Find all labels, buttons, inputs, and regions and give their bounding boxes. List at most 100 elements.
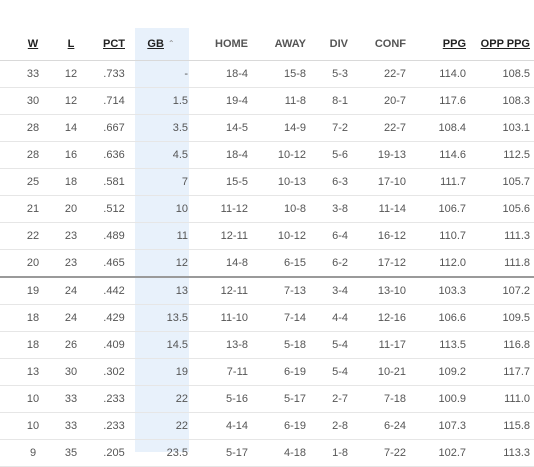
wins-cell: 28: [18, 114, 48, 142]
table-row: 28 14.667 3.5 14-5 14-9 7-2 22-7 108.4 103.1: [0, 114, 534, 142]
gb-cell: 12: [134, 249, 188, 278]
opp-ppg-cell: 108.3: [466, 87, 534, 115]
wins-cell: 13: [18, 358, 48, 386]
table-row: 13 30.302 19 7-11 6-19 5-4 10-21 109.2 117.7: [0, 358, 534, 386]
gb-column-header[interactable]: GB ⌃: [134, 28, 188, 61]
opp-ppg-column-header[interactable]: OPP PPG: [466, 28, 534, 61]
opp-ppg-cell: 105.7: [466, 168, 534, 196]
ppg-cell: 110.7: [406, 222, 466, 250]
pct-cell: .302: [94, 358, 134, 386]
l-column-header[interactable]: L: [48, 28, 94, 61]
div-record-cell: 1-8: [306, 439, 348, 467]
opp-ppg-cell: 111.8: [466, 249, 534, 278]
table-row: 25 18.581 7 15-5 10-13 6-3 17-10 111.7 105.7: [0, 168, 534, 196]
gb-cell: 11: [134, 222, 188, 250]
home-record-cell: 12-11: [188, 222, 248, 250]
ppg-cell: 102.7: [406, 439, 466, 467]
losses-cell: 26: [48, 331, 94, 359]
opp-ppg-cell: 116.8: [466, 331, 534, 359]
row-spacer: [0, 168, 18, 196]
table-row: 9 35.205 23.5 5-17 4-18 1-8 7-22 102.7 113.3: [0, 439, 534, 467]
div-record-cell: 6-3: [306, 168, 348, 196]
gb-cell: 1.5: [134, 87, 188, 115]
spacer-header: [0, 28, 18, 61]
home-record-cell: 7-11: [188, 358, 248, 386]
home-record-cell: 13-8: [188, 331, 248, 359]
home-record-cell: 4-14: [188, 412, 248, 440]
opp-ppg-cell: 109.5: [466, 304, 534, 332]
away-record-cell: 5-18: [248, 331, 306, 359]
row-spacer: [0, 249, 18, 278]
ppg-cell: 112.0: [406, 249, 466, 278]
ppg-cell: 109.2: [406, 358, 466, 386]
wins-cell: 19: [18, 277, 48, 305]
table-row: 21 20.512 10 11-12 10-8 3-8 11-14 106.7 105.6: [0, 195, 534, 223]
pct-cell: .667: [94, 114, 134, 142]
conf-record-cell: 17-12: [348, 249, 406, 278]
conf-record-cell: 16-12: [348, 222, 406, 250]
losses-cell: 16: [48, 141, 94, 169]
opp-ppg-cell: 111.3: [466, 222, 534, 250]
away-record-cell: 7-14: [248, 304, 306, 332]
conf-record-cell: 22-7: [348, 60, 406, 88]
ppg-cell: 108.4: [406, 114, 466, 142]
losses-cell: 14: [48, 114, 94, 142]
row-spacer: [0, 385, 18, 413]
standings-body: 33 12.733-18-4 15-8 5-3 22-7 114.0 108.5 30 12.7…: [0, 60, 534, 467]
row-spacer: [0, 60, 18, 88]
row-spacer: [0, 114, 18, 142]
away-record-cell: 10-12: [248, 222, 306, 250]
home-column-header: HOME: [188, 28, 248, 61]
away-record-cell: 6-19: [248, 358, 306, 386]
away-column-header: AWAY: [248, 28, 306, 61]
pct-cell: .233: [94, 412, 134, 440]
away-record-cell: 10-12: [248, 141, 306, 169]
row-spacer: [0, 439, 18, 467]
away-record-cell: 11-8: [248, 87, 306, 115]
losses-cell: 20: [48, 195, 94, 223]
home-record-cell: 11-10: [188, 304, 248, 332]
table-row: 18 24.429 13.5 11-10 7-14 4-4 12-16 106.6 109.5: [0, 304, 534, 332]
pct-cell: .205: [94, 439, 134, 467]
losses-cell: 35: [48, 439, 94, 467]
gb-cell: 13: [134, 277, 188, 305]
conf-record-cell: 17-10: [348, 168, 406, 196]
conf-record-cell: 20-7: [348, 87, 406, 115]
opp-ppg-cell: 115.8: [466, 412, 534, 440]
away-record-cell: 10-13: [248, 168, 306, 196]
div-record-cell: 3-8: [306, 195, 348, 223]
losses-cell: 23: [48, 249, 94, 278]
pct-cell: .233: [94, 385, 134, 413]
div-record-cell: 6-4: [306, 222, 348, 250]
gb-cell: 7: [134, 168, 188, 196]
div-record-cell: 3-4: [306, 277, 348, 305]
losses-cell: 18: [48, 168, 94, 196]
away-record-cell: 7-13: [248, 277, 306, 305]
row-spacer: [0, 195, 18, 223]
gb-cell: 10: [134, 195, 188, 223]
w-column-header[interactable]: W: [18, 28, 48, 61]
pct-column-header[interactable]: PCT: [94, 28, 134, 61]
wins-cell: 10: [18, 385, 48, 413]
ppg-column-header[interactable]: PPG: [406, 28, 466, 61]
wins-cell: 18: [18, 304, 48, 332]
losses-cell: 24: [48, 277, 94, 305]
div-record-cell: 5-3: [306, 60, 348, 88]
opp-ppg-cell: 107.2: [466, 277, 534, 305]
row-spacer: [0, 304, 18, 332]
gb-column-label: GB: [147, 38, 164, 50]
gb-cell: 14.5: [134, 331, 188, 359]
pct-cell: .442: [94, 277, 134, 305]
losses-cell: 24: [48, 304, 94, 332]
gb-cell: 22: [134, 385, 188, 413]
ppg-cell: 111.7: [406, 168, 466, 196]
row-spacer: [0, 277, 18, 305]
pct-cell: .636: [94, 141, 134, 169]
table-row: 20 23.465 12 14-8 6-15 6-2 17-12 112.0 111.8: [0, 249, 534, 278]
gb-cell: 22: [134, 412, 188, 440]
away-record-cell: 4-18: [248, 439, 306, 467]
row-spacer: [0, 358, 18, 386]
table-row: 19 24.442 13 12-11 7-13 3-4 13-10 103.3 107.2: [0, 277, 534, 305]
losses-cell: 12: [48, 87, 94, 115]
wins-cell: 30: [18, 87, 48, 115]
